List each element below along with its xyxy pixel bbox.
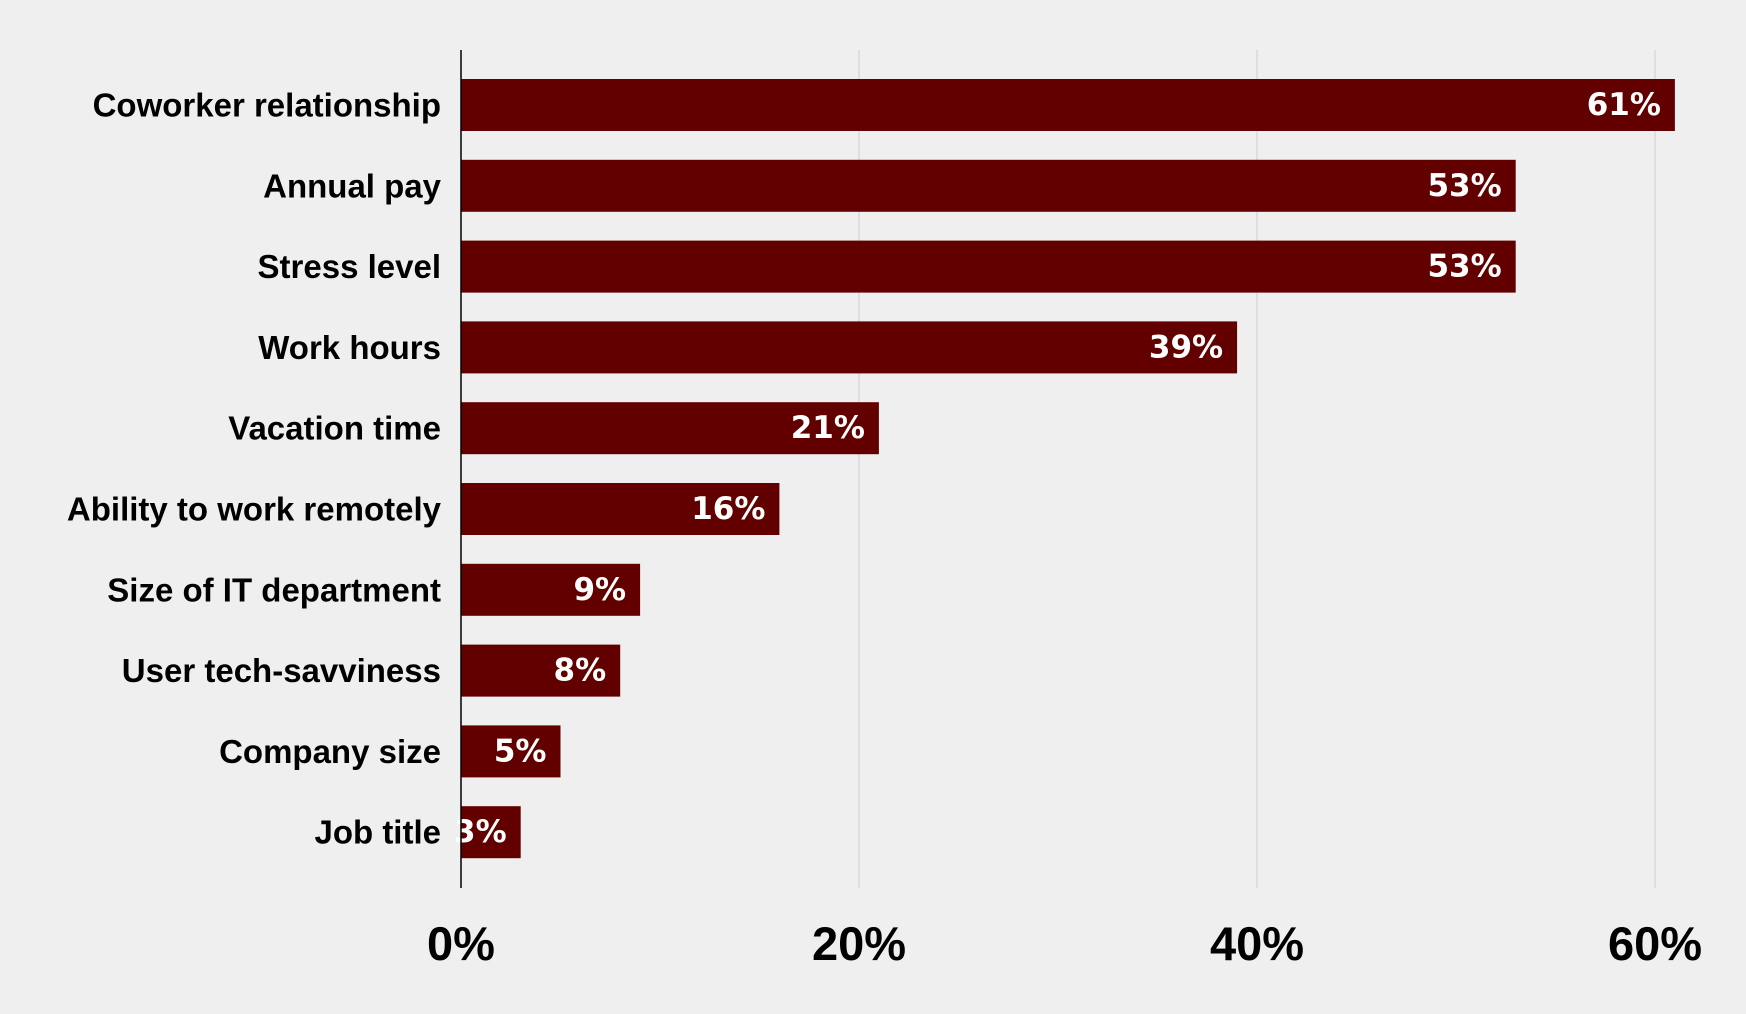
bar xyxy=(461,240,1516,293)
bar-value-label: 61% xyxy=(1587,87,1661,123)
bar xyxy=(461,159,1516,212)
bar-value-label: 16% xyxy=(691,491,765,527)
bars: 61% 53% 53% 39% 21% 16% 9% 8% 5% 3% xyxy=(454,79,1675,859)
x-tick-labels: 0% 20% 40% 60% xyxy=(427,917,1702,970)
category-label: Size of IT department xyxy=(107,571,441,608)
x-tick-label: 40% xyxy=(1210,917,1304,970)
bar-value-label: 8% xyxy=(554,653,607,689)
category-label: Vacation time xyxy=(228,410,441,447)
category-label: Coworker relationship xyxy=(93,87,441,124)
category-label: Work hours xyxy=(258,329,441,366)
category-label: User tech-savviness xyxy=(122,652,441,689)
bar xyxy=(461,563,641,616)
bar xyxy=(461,321,1238,374)
x-tick-label: 20% xyxy=(812,917,906,970)
bar xyxy=(461,483,780,535)
bar xyxy=(461,79,1675,131)
bar xyxy=(461,402,879,455)
category-label: Stress level xyxy=(258,248,441,285)
category-label: Company size xyxy=(219,733,441,770)
bar-value-label: 5% xyxy=(494,733,547,769)
category-label: Job title xyxy=(314,814,441,851)
category-label: Ability to work remotely xyxy=(67,491,442,528)
bar-value-label: 3% xyxy=(454,814,507,850)
x-tick-label: 60% xyxy=(1608,917,1702,970)
bar-value-label: 9% xyxy=(573,572,626,608)
category-label: Annual pay xyxy=(263,167,442,204)
bar xyxy=(461,725,561,778)
bar-value-label: 21% xyxy=(791,410,865,446)
x-tick-label: 0% xyxy=(427,917,495,970)
bar xyxy=(461,644,621,697)
category-labels: Coworker relationship Annual pay Stress le… xyxy=(67,87,442,851)
bar-value-label: 39% xyxy=(1149,329,1223,365)
bar-value-label: 53% xyxy=(1427,249,1501,285)
bar xyxy=(461,806,521,859)
bar-value-label: 53% xyxy=(1427,168,1501,204)
